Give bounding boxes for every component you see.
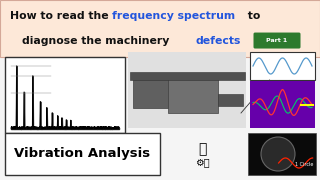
Text: to: to	[244, 11, 260, 21]
Bar	[250, 81, 315, 128]
Text: ⚙🔧: ⚙🔧	[195, 157, 209, 167]
Bar	[5, 133, 160, 175]
Bar	[130, 72, 245, 80]
Text: 1 Circle: 1 Circle	[295, 163, 313, 168]
Circle shape	[261, 137, 295, 171]
Text: frequency spectrum: frequency spectrum	[112, 11, 235, 21]
Bar	[248, 133, 316, 175]
Bar	[5, 57, 125, 133]
Text: Part 1: Part 1	[266, 38, 288, 43]
Text: Vibration Analysis: Vibration Analysis	[14, 147, 151, 161]
Text: 👷: 👷	[198, 142, 206, 156]
Text: How to read the: How to read the	[10, 11, 112, 21]
Bar	[218, 94, 243, 106]
Bar	[250, 52, 315, 80]
Bar	[168, 75, 218, 113]
Bar	[133, 78, 168, 108]
Bar	[128, 52, 246, 128]
Bar	[0, 0, 320, 57]
Text: diagnose the machinery: diagnose the machinery	[22, 36, 173, 46]
Text: defects: defects	[196, 36, 241, 46]
FancyBboxPatch shape	[253, 33, 300, 49]
